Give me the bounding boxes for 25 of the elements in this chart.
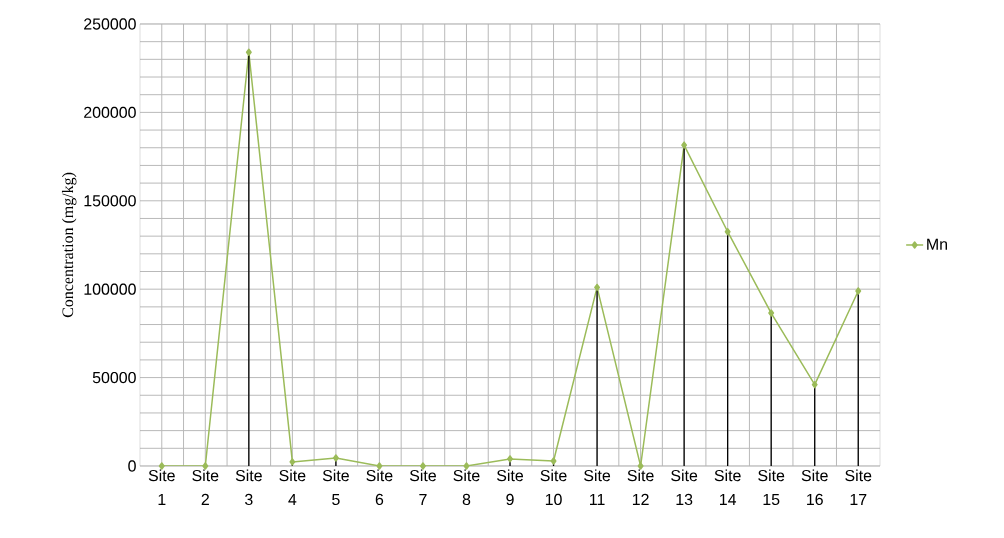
x-tick-label: Site 7 — [409, 469, 436, 505]
x-tick-label: Site 15 — [758, 469, 785, 506]
y-tick-label: 100000 — [84, 283, 136, 295]
x-tick-label: Site 14 — [714, 469, 741, 505]
x-tick-label: Site 17 — [845, 469, 872, 505]
x-tick-label: Site 5 — [322, 469, 349, 506]
y-axis-title: Concentration (mg/kg) — [61, 172, 77, 318]
x-tick-label: Site 6 — [366, 469, 393, 506]
legend-label: Mn — [927, 238, 947, 250]
x-tick-label: Site 2 — [192, 469, 219, 505]
y-tick-label: 50000 — [92, 371, 136, 384]
x-tick-label: Site 10 — [540, 469, 567, 506]
x-tick-label: Site 13 — [671, 469, 698, 506]
x-tick-label: Site 8 — [453, 469, 480, 506]
x-tick-label: Site 3 — [235, 469, 262, 506]
y-tick-label: 150000 — [84, 195, 136, 207]
x-tick-label: Site 9 — [496, 469, 524, 506]
y-tick-label: 0 — [128, 460, 136, 472]
x-tick-label: Site 1 — [148, 469, 175, 505]
y-tick-label: 200000 — [84, 106, 136, 119]
x-tick-label: Site 16 — [801, 469, 828, 506]
x-tick-label: Site 12 — [627, 469, 654, 505]
x-tick-label: Site 11 — [584, 469, 611, 505]
y-tick-label: 250000 — [84, 18, 136, 30]
x-tick-label: Site 4 — [279, 469, 306, 505]
